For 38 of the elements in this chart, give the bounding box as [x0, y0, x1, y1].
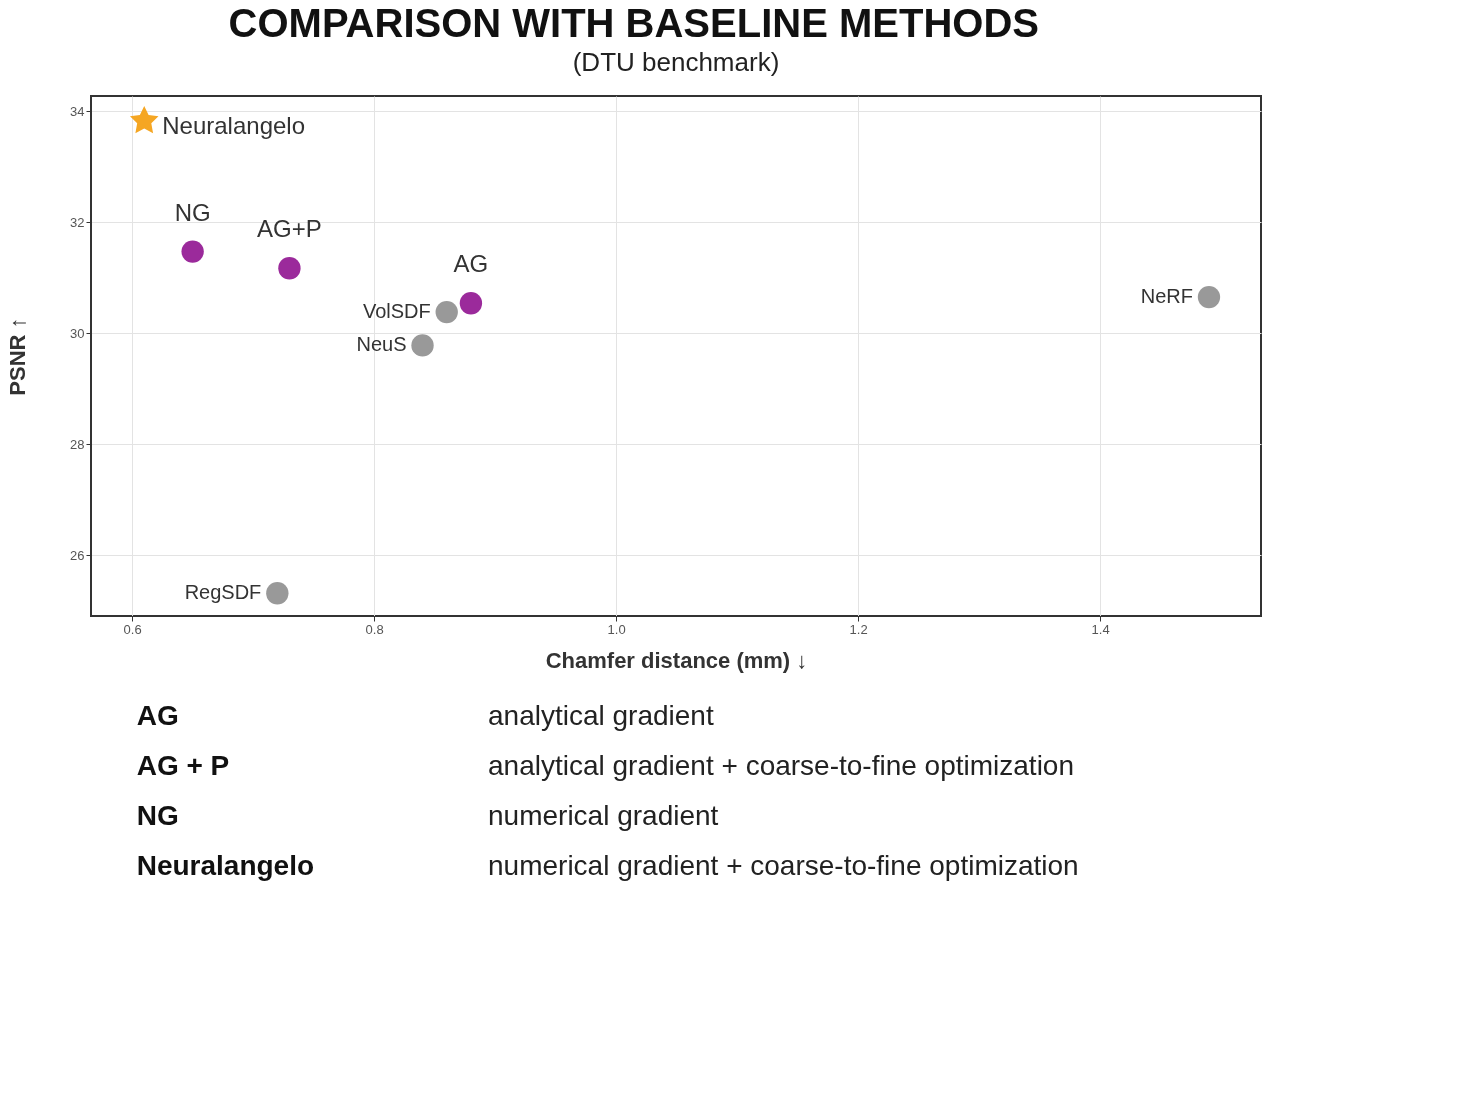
- text: analytical gradient: [488, 700, 714, 731]
- point: [129, 106, 159, 134]
- text: numerical gradient: [488, 800, 719, 831]
- point: [1197, 285, 1221, 309]
- series-label: AG+P: [257, 215, 322, 243]
- series-label: AG: [453, 250, 489, 278]
- x-axis-title: Chamfer distance (mm) ↓: [545, 647, 808, 673]
- y-axis-title: PSNR ↑: [5, 317, 31, 396]
- text: analytical gradient + coarse-to-fine optimization: [488, 750, 1075, 781]
- x-tick-label: 0.8: [365, 621, 384, 637]
- text: AG + P: [136, 750, 230, 781]
- series-label: Neuralangelo: [162, 112, 306, 139]
- chart-title: COMPARISON WITH BASELINE METHODS: [228, 1, 1039, 45]
- point: [266, 582, 289, 605]
- point: [459, 292, 483, 315]
- text: Neuralangelo: [136, 850, 315, 881]
- point: [411, 334, 434, 357]
- series-label: NG: [174, 198, 211, 226]
- y-tick-label: 28: [70, 436, 85, 452]
- x-tick-label: 1.0: [607, 621, 626, 637]
- series-label: VolSDF: [362, 300, 431, 323]
- x-tick-label: 1.4: [1091, 621, 1110, 637]
- y-tick-label: 34: [70, 103, 85, 119]
- chart-subtitle: (DTU benchmark): [572, 47, 780, 77]
- y-tick-label: 32: [70, 214, 85, 230]
- x-tick-label: 1.2: [849, 621, 868, 637]
- point: [278, 257, 301, 280]
- text: AG: [136, 700, 179, 731]
- series-label: RegSDF: [184, 581, 262, 604]
- text: numerical gradient + coarse-to-fine optimization: [488, 850, 1079, 881]
- y-tick-label: 30: [70, 325, 85, 341]
- point: [181, 240, 204, 263]
- point: [435, 300, 458, 324]
- y-tick-label: 26: [70, 547, 85, 563]
- text: NG: [136, 800, 179, 831]
- series-label: NeuS: [356, 333, 407, 356]
- x-tick-label: 0.6: [123, 621, 142, 637]
- series-label: NeRF: [1140, 285, 1193, 308]
